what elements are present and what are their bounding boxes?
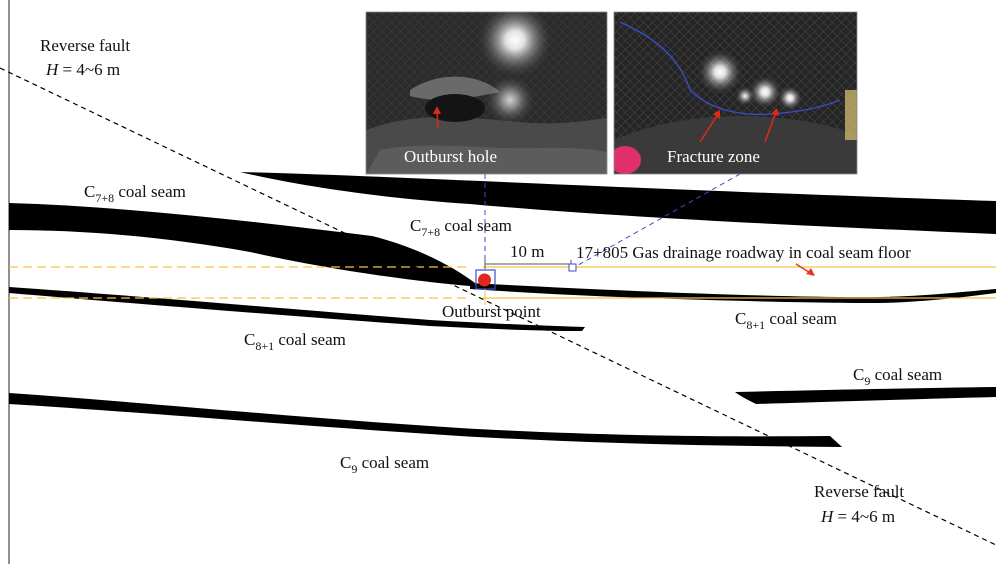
fault-bottom-value: H = 4~6 m bbox=[820, 507, 895, 526]
reverse-fault-line bbox=[0, 67, 996, 546]
fault-bottom-rest: = 4~6 m bbox=[833, 507, 895, 526]
seam-c9-right bbox=[735, 387, 996, 404]
seam-c78-left bbox=[9, 203, 475, 286]
label-c9-right: C9 coal seam bbox=[853, 365, 942, 388]
red-arrow-icon bbox=[795, 263, 815, 276]
photo-outburst-hole bbox=[366, 12, 607, 174]
photo-right-label: Fracture zone bbox=[667, 147, 760, 166]
fault-top-var: H bbox=[45, 60, 60, 79]
label-c9-bottom: C9 coal seam bbox=[340, 453, 429, 476]
roadway-label: 17+805 Gas drainage roadway in coal seam… bbox=[576, 243, 911, 262]
outburst-point-dot bbox=[478, 273, 491, 287]
fault-bottom-title: Reverse fault bbox=[814, 482, 904, 501]
distance-label: 10 m bbox=[510, 242, 544, 261]
fault-bottom-var: H bbox=[820, 507, 835, 526]
photo-left-label: Outburst hole bbox=[404, 147, 497, 166]
fracture-zone-marker bbox=[568, 263, 577, 272]
label-c78-mid: C7+8 coal seam bbox=[410, 216, 512, 239]
leader-fracture-zone bbox=[572, 173, 741, 269]
outburst-point-label: Outburst point bbox=[442, 302, 541, 321]
photo-fracture-zone bbox=[614, 12, 857, 174]
label-c81-right: C8+1 coal seam bbox=[735, 309, 837, 332]
label-c78-left: C7+8 coal seam bbox=[84, 182, 186, 205]
seam-c9-bottom bbox=[9, 393, 842, 447]
seam-c78-upper bbox=[240, 172, 996, 234]
fault-top-rest: = 4~6 m bbox=[58, 60, 120, 79]
label-c81-left: C8+1 coal seam bbox=[244, 330, 346, 353]
roadway-lines bbox=[9, 266, 996, 299]
fault-top-value: H = 4~6 m bbox=[45, 60, 120, 79]
seam-roadway-right bbox=[470, 283, 996, 303]
fault-top-title: Reverse fault bbox=[40, 36, 130, 55]
